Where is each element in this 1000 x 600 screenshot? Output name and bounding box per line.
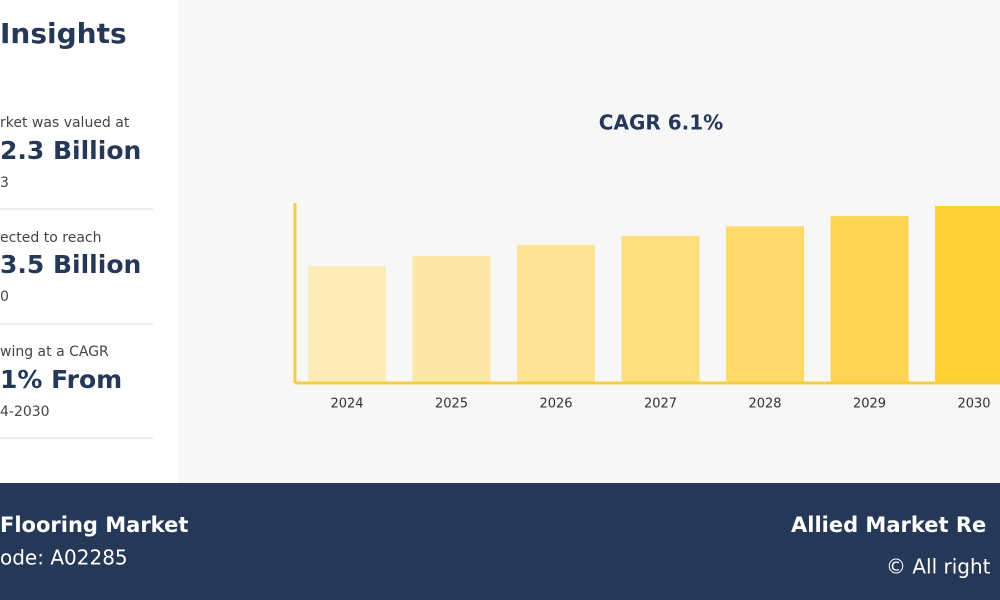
bar — [517, 244, 595, 383]
x-tick-label: 2026 — [539, 397, 572, 412]
insight-text: rket was valued at — [0, 115, 130, 131]
footer-copyright: © All right — [886, 555, 991, 579]
insight-value: 1% From — [0, 365, 122, 394]
x-tick-label: 2025 — [435, 397, 468, 412]
bar — [726, 226, 804, 383]
footer-code: ode: A02285 — [0, 546, 128, 570]
chart-title: CAGR 6.1% — [599, 111, 723, 135]
insight-text: 0 — [0, 289, 9, 305]
bar — [621, 235, 700, 383]
insights-title: Insights — [0, 17, 127, 50]
bar — [412, 256, 491, 383]
bar-chart: 2024 2025 2026 2027 2028 2029 2030 — [293, 203, 1000, 412]
x-tick-label: 2024 — [330, 397, 363, 412]
bar — [830, 216, 909, 383]
footer-brand: Allied Market Re — [791, 513, 986, 537]
bar — [308, 266, 386, 383]
insight-value: 3.5 Billion — [0, 250, 141, 279]
insight-text: 3 — [0, 175, 9, 191]
x-tick-label: 2030 — [957, 397, 990, 412]
x-tick-label: 2027 — [644, 397, 677, 412]
footer-title: Flooring Market — [0, 513, 188, 537]
insight-text: wing at a CAGR — [0, 344, 109, 360]
x-tick-label: 2029 — [853, 397, 886, 412]
bar — [935, 206, 1000, 383]
x-tick-label: 2028 — [748, 397, 781, 412]
insight-value: 2.3 Billion — [0, 136, 141, 165]
insight-text: ected to reach — [0, 230, 101, 246]
insights-panel — [0, 0, 178, 483]
insight-text: 4-2030 — [0, 404, 50, 420]
footer — [0, 483, 1000, 600]
